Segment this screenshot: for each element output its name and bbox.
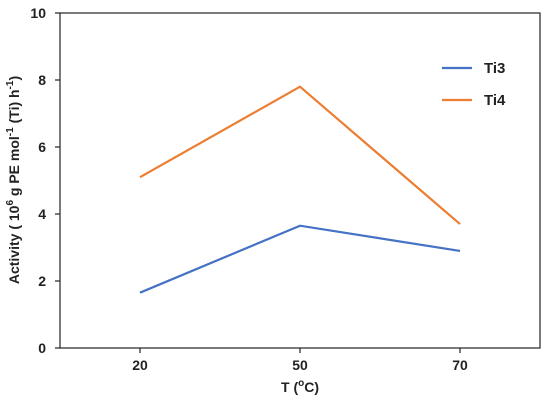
y-axis-label-sup3: -1: [5, 80, 16, 89]
x-axis-label-prefix: T (: [281, 379, 298, 395]
y-axis-label-part3: (Ti) h: [6, 89, 22, 127]
series-line-ti4: [139, 85, 461, 225]
plot-frame: [59, 12, 541, 349]
legend: Ti3 Ti4: [442, 60, 506, 109]
x-axis-label-superscript: o: [298, 378, 304, 389]
series-lines: [139, 85, 461, 294]
y-axis-label-sup2: -1: [5, 127, 16, 136]
x-axis-ticks: 20 50 70: [132, 348, 468, 373]
x-tick-label: 70: [452, 357, 468, 373]
legend-label-ti3: Ti3: [484, 60, 505, 77]
x-axis-label-suffix: C): [304, 379, 319, 395]
y-tick-label: 2: [38, 273, 46, 289]
y-tick-label: 10: [30, 5, 46, 21]
y-tick-label: 6: [38, 139, 46, 155]
y-axis-label-sup1: 6: [5, 200, 16, 206]
y-tick-label: 8: [38, 72, 46, 88]
x-axis-label: T (oC): [281, 378, 319, 395]
x-tick-label: 50: [292, 357, 308, 373]
y-axis-ticks: 0 2 4 6 8 10: [30, 5, 60, 356]
y-axis-label-part2: g PE mol: [6, 136, 22, 200]
y-axis-label-part1: Activity ( 10: [6, 205, 22, 284]
x-tick-label: 20: [132, 357, 148, 373]
y-axis-label-part4: ): [6, 76, 22, 81]
legend-label-ti4: Ti4: [484, 92, 506, 109]
series-line-ti3: [139, 224, 461, 294]
y-axis-label: Activity ( 106 g PE mol-1 (Ti) h-1): [5, 76, 22, 284]
y-tick-label: 4: [38, 206, 46, 222]
y-tick-label: 0: [38, 340, 46, 356]
